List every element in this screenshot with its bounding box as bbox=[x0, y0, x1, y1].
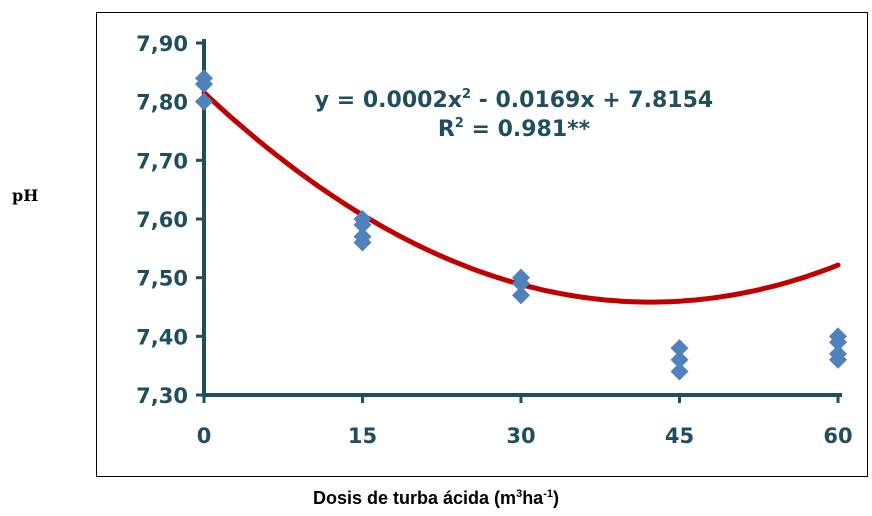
data-point bbox=[353, 233, 372, 252]
y-tick-label: 7,70 bbox=[136, 149, 188, 173]
x-axis-label: Dosis de turba ácida (m3ha-1) bbox=[313, 488, 559, 508]
x-tick-label: 15 bbox=[348, 424, 377, 448]
x-tick-label: 45 bbox=[665, 424, 694, 448]
data-point bbox=[512, 286, 530, 305]
y-tick-label: 7,40 bbox=[136, 325, 188, 349]
r-squared-text: R2 = 0.981** bbox=[438, 116, 591, 142]
chart-frame bbox=[96, 12, 868, 477]
data-point bbox=[829, 350, 847, 369]
data-point bbox=[670, 339, 689, 358]
data-point bbox=[829, 333, 847, 352]
data-point bbox=[353, 215, 372, 234]
data-point bbox=[670, 362, 689, 381]
data-point bbox=[195, 75, 213, 94]
y-axis-label: pH bbox=[12, 186, 39, 205]
x-tick-label: 0 bbox=[197, 424, 212, 448]
x-tick-label: 60 bbox=[823, 424, 852, 448]
y-tick-label: 7,80 bbox=[136, 91, 188, 115]
equation-text: y = 0.0002x2 - 0.0169x + 7.8154 bbox=[315, 87, 713, 113]
data-point bbox=[670, 350, 689, 369]
y-tick-label: 7,60 bbox=[136, 208, 188, 232]
y-tick-label: 7,90 bbox=[136, 32, 188, 56]
data-point bbox=[195, 92, 213, 111]
data-point bbox=[512, 274, 530, 293]
y-tick-label: 7,50 bbox=[136, 267, 188, 291]
x-tick-label: 30 bbox=[506, 424, 535, 448]
y-tick-label: 7,30 bbox=[136, 384, 188, 408]
